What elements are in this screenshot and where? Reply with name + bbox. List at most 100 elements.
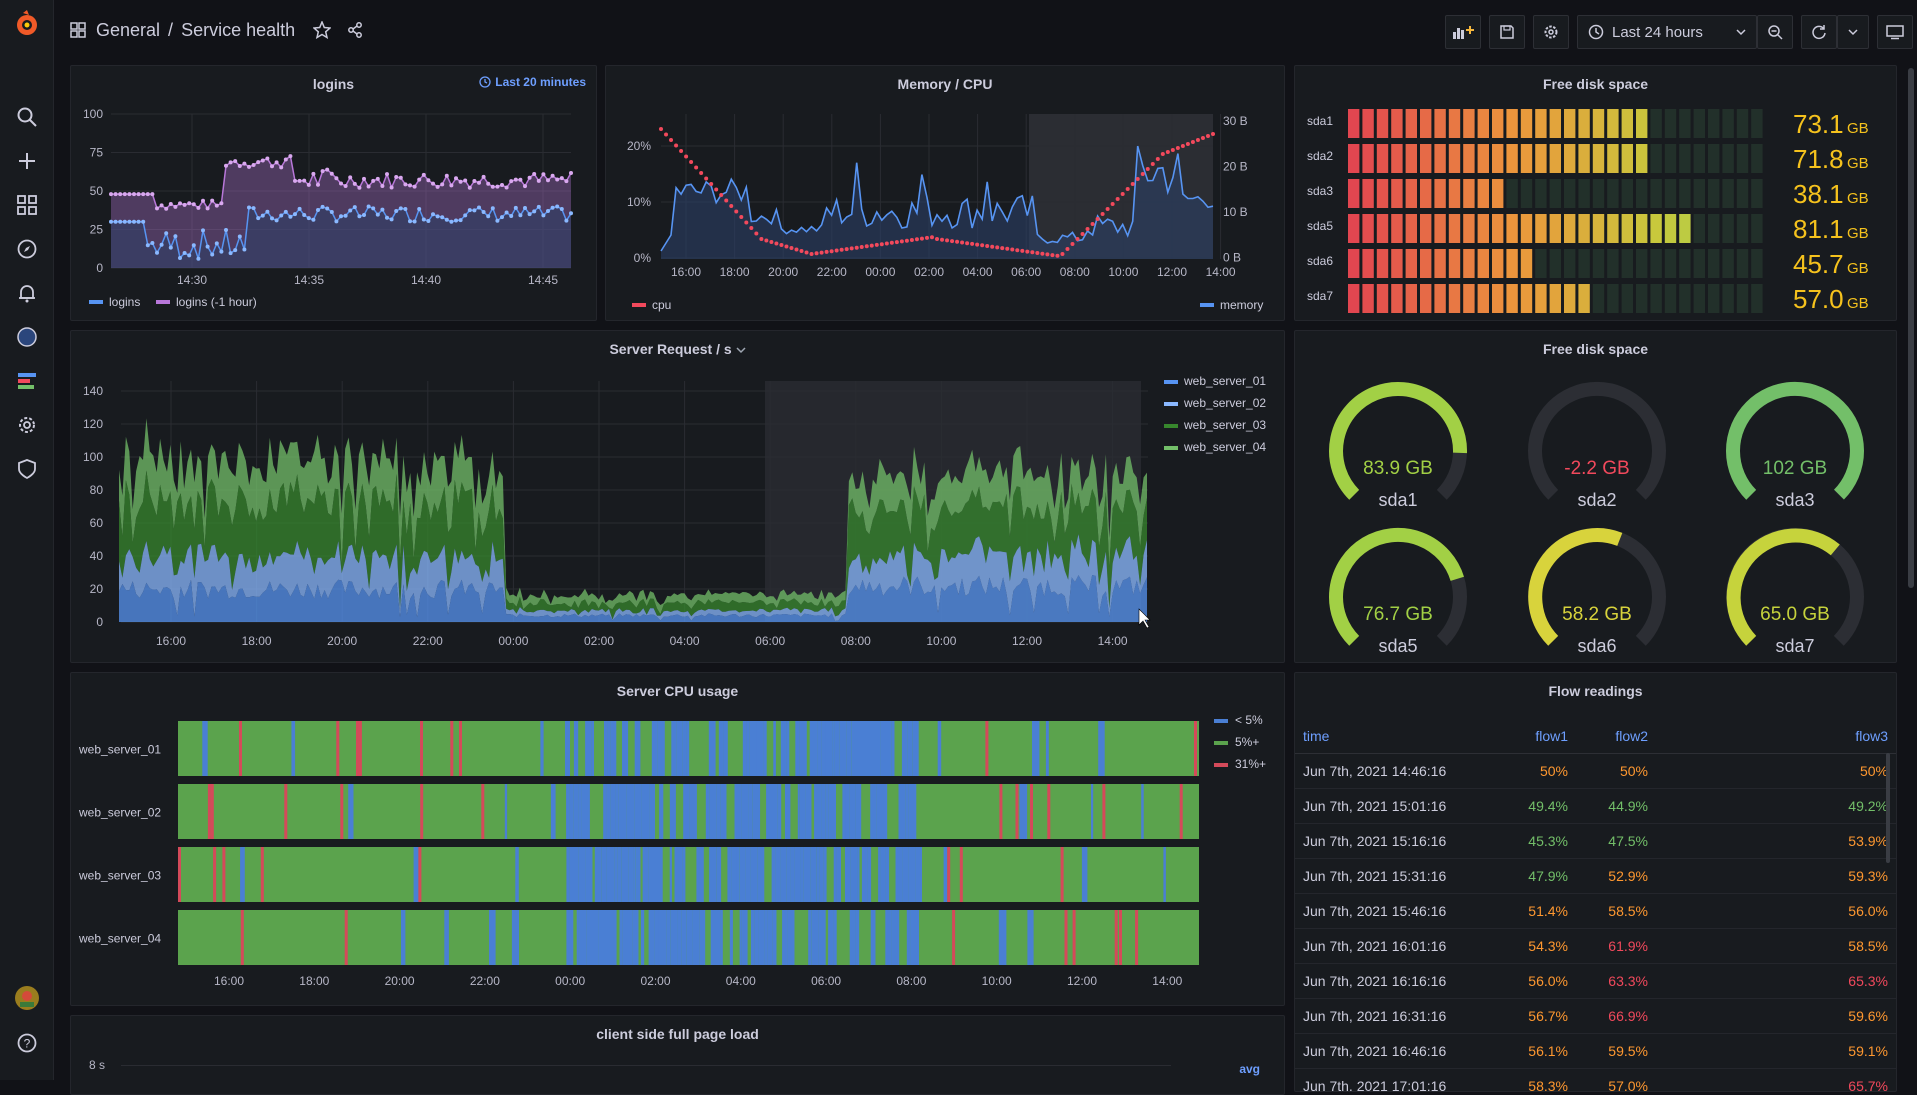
help-icon[interactable]: ? — [13, 1029, 41, 1057]
table-row[interactable]: Jun 7th, 2021 15:31:16 47.9% 52.9% 59.3% — [1295, 858, 1896, 894]
panel-title[interactable]: client side full page load — [596, 1026, 759, 1042]
page-scrollbar[interactable] — [1908, 68, 1914, 588]
globe-icon[interactable] — [13, 323, 41, 351]
breadcrumb-folder[interactable]: General — [96, 20, 161, 40]
data-point — [224, 163, 228, 168]
x-axis-tick: 18:00 — [242, 634, 272, 648]
server-request-graph[interactable]: 140 120 100 80 60 40 20 0 16:00 18:00 20:00 22:00 00… — [71, 331, 1285, 663]
table-scrollbar[interactable] — [1886, 753, 1890, 863]
legend-item-cpu[interactable]: cpu — [652, 298, 671, 312]
state-segment — [727, 847, 732, 902]
state-segment — [883, 784, 888, 839]
legend-item-web-server-03[interactable]: web_server_03 — [1183, 418, 1266, 432]
avatar[interactable] — [13, 984, 41, 1012]
bar-cell — [1477, 109, 1489, 138]
bar-cell — [1535, 214, 1547, 243]
time-picker-button[interactable]: Last 24 hours — [1577, 15, 1757, 49]
data-point — [829, 249, 834, 254]
disk-gauge-panel[interactable]: Free disk space 83.9 GB sda1 -2.2 GB sda2 10… — [1294, 330, 1897, 663]
data-point — [366, 184, 371, 189]
data-point — [435, 184, 440, 189]
bar-cell — [1362, 249, 1374, 278]
panel-title[interactable]: Flow readings — [1548, 683, 1643, 699]
zoom-out-button[interactable] — [1757, 15, 1793, 49]
bar-cell — [1679, 284, 1691, 313]
plugin-app-icon[interactable] — [13, 367, 41, 395]
save-dashboard-button[interactable] — [1489, 15, 1525, 49]
flow-readings-panel[interactable]: Flow readings time flow1 flow2 flow3 Jun… — [1294, 672, 1897, 1092]
data-point — [1175, 146, 1180, 150]
column-header-flow1[interactable]: flow1 — [1476, 719, 1576, 754]
server-request-panel[interactable]: Server Request / s 140 120 100 80 60 40 20 0 16:… — [70, 330, 1285, 663]
legend-item-memory[interactable]: memory — [1220, 298, 1263, 312]
search-icon[interactable] — [13, 103, 41, 131]
refresh-button[interactable] — [1801, 15, 1837, 49]
table-row[interactable]: Jun 7th, 2021 15:16:16 45.3% 47.5% 53.9% — [1295, 823, 1896, 859]
table-row[interactable]: Jun 7th, 2021 16:01:16 54.3% 61.9% 58.5% — [1295, 928, 1896, 964]
alerting-bell-icon[interactable] — [13, 279, 41, 307]
legend-item-logins[interactable]: logins — [109, 295, 140, 309]
disk-bargauge-panel[interactable]: Free disk space sda1 73.1 GB sda2 71.8 GB sda3… — [1294, 65, 1897, 321]
data-point — [1205, 134, 1210, 138]
state-segment — [772, 910, 777, 965]
tv-mode-button[interactable] — [1877, 15, 1913, 49]
memory-cpu-panel[interactable]: Memory / CPU 20% 10% 0% 30 B 20 B 10 B 0 B 16:0… — [605, 65, 1285, 321]
column-header-flow3[interactable]: flow3 — [1656, 719, 1896, 754]
star-icon[interactable] — [312, 20, 332, 42]
x-axis-tick: 06:00 — [1011, 265, 1041, 279]
panel-title[interactable]: Server CPU usage — [616, 683, 739, 699]
legend-item-web-server-01[interactable]: web_server_01 — [1183, 374, 1266, 388]
dashboard-title[interactable]: Service health — [181, 20, 296, 40]
share-icon[interactable] — [347, 22, 363, 41]
panel-title[interactable]: Server Request / s — [71, 341, 1284, 357]
table-row[interactable]: Jun 7th, 2021 17:01:16 58.3% 57.0% 65.7% — [1295, 1068, 1896, 1091]
legend-item-threshold-1[interactable]: 5%+ — [1235, 735, 1259, 749]
x-axis-tick: 22:00 — [413, 634, 443, 648]
bar-cell — [1664, 214, 1677, 243]
panel-title[interactable]: Memory / CPU — [897, 76, 993, 92]
legend-item-threshold-0[interactable]: < 5% — [1235, 713, 1263, 727]
plus-icon[interactable] — [13, 147, 41, 175]
table-row[interactable]: Jun 7th, 2021 16:16:16 56.0% 63.3% 65.3% — [1295, 963, 1896, 999]
state-segment — [814, 784, 822, 839]
bar-cell — [1607, 214, 1619, 243]
data-point — [155, 206, 159, 211]
cpu-state-timeline[interactable]: web_server_01 web_server_02 web_server_03w… — [71, 673, 1285, 1006]
page-load-panel[interactable]: client side full page load 8 s avg — [70, 1015, 1285, 1095]
table-row[interactable]: Jun 7th, 2021 16:31:16 56.7% 66.9% 59.6% — [1295, 998, 1896, 1034]
dashboard-settings-button[interactable] — [1533, 15, 1569, 49]
refresh-interval-dropdown[interactable] — [1837, 15, 1869, 49]
table-row[interactable]: Jun 7th, 2021 16:46:16 56.1% 59.5% 59.1% — [1295, 1033, 1896, 1069]
legend-item-logins-previous[interactable]: logins (-1 hour) — [176, 295, 257, 309]
table-row[interactable]: Jun 7th, 2021 14:46:16 50% 50% 50% — [1295, 753, 1896, 789]
panel-title[interactable]: Free disk space — [1542, 341, 1649, 357]
server-cpu-panel[interactable]: Server CPU usage web_server_01 web_server… — [70, 672, 1285, 1006]
column-header-time[interactable]: time — [1295, 719, 1476, 754]
shield-icon[interactable] — [13, 455, 41, 483]
legend-column-avg[interactable]: avg — [1239, 1062, 1260, 1076]
add-panel-button[interactable] — [1445, 15, 1481, 49]
panel-title[interactable]: Free disk space — [1542, 76, 1649, 92]
column-header-flow2[interactable]: flow2 — [1576, 719, 1656, 754]
panel-title[interactable]: logins — [312, 76, 355, 92]
state-segment — [618, 784, 627, 839]
dashboards-icon[interactable] — [13, 191, 41, 219]
legend-item-threshold-2[interactable]: 31%+ — [1235, 757, 1266, 771]
clock-icon — [479, 76, 491, 88]
cell-flow3: 65.3% — [1656, 963, 1896, 999]
table-row[interactable]: Jun 7th, 2021 15:01:16 49.4% 44.9% 49.2% — [1295, 788, 1896, 824]
grafana-logo-icon[interactable] — [13, 10, 41, 38]
bar-cell — [1708, 214, 1720, 243]
legend-item-web-server-02[interactable]: web_server_02 — [1183, 396, 1266, 410]
settings-gear-icon[interactable] — [13, 411, 41, 439]
data-point — [1055, 253, 1060, 258]
state-segment — [450, 721, 454, 776]
logins-panel[interactable]: logins Last 20 minutes 100 75 50 25 0 14:30 14… — [70, 65, 597, 321]
explore-compass-icon[interactable] — [13, 235, 41, 263]
memory-cpu-graph[interactable]: 20% 10% 0% 30 B 20 B 10 B 0 B 16:00 18:00 20:00 22… — [606, 66, 1285, 321]
state-segment — [821, 784, 826, 839]
legend-item-web-server-04[interactable]: web_server_04 — [1183, 440, 1266, 454]
table-row[interactable]: Jun 7th, 2021 15:46:16 51.4% 58.5% 56.0% — [1295, 893, 1896, 929]
state-segment — [459, 721, 462, 776]
